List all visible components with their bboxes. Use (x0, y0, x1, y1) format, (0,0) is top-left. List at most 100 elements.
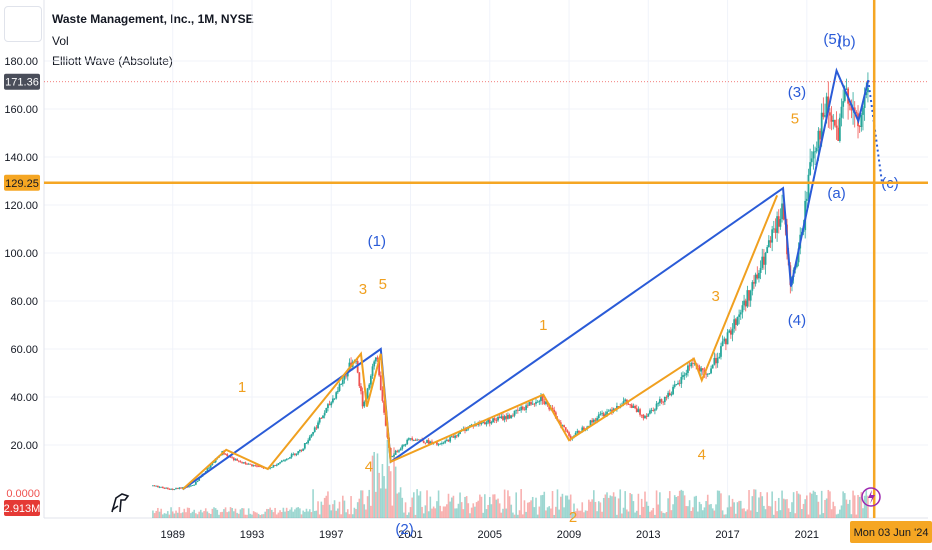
volume-bar (424, 505, 427, 518)
dino-icon[interactable] (111, 493, 130, 513)
volume-bar (441, 511, 443, 518)
candle-body (361, 391, 364, 407)
volume-bar (789, 511, 792, 518)
volume-bar (848, 499, 851, 518)
volume-bar (381, 464, 384, 518)
volume-bar (371, 455, 374, 518)
volume-bar (434, 508, 437, 518)
blue-wave-label: (3) (788, 84, 806, 101)
candle-body (715, 357, 717, 364)
candle-body (445, 439, 448, 441)
volume-bar (431, 508, 433, 518)
volume-bar (540, 495, 542, 518)
candle-body (858, 126, 861, 127)
volume-bar (247, 508, 250, 518)
volume-bar (325, 495, 328, 518)
volume-bar (493, 494, 496, 518)
candle-body (480, 423, 483, 425)
volume-bar (586, 510, 589, 518)
candle-body (553, 409, 556, 413)
candle-body (444, 440, 447, 443)
candle-body (652, 410, 655, 411)
volume-bar (700, 504, 702, 518)
volume-bar (251, 514, 253, 518)
candle-body (609, 409, 612, 411)
volume-bar (814, 491, 816, 518)
volume-bar (673, 495, 676, 518)
candle-body (323, 412, 326, 416)
volume-bar (203, 511, 205, 518)
candle-body (427, 440, 430, 444)
x-tick-label: 1989 (160, 529, 184, 541)
last-price-badge: 171.36 (5, 77, 39, 89)
volume-bar (213, 507, 215, 518)
volume-bar (297, 507, 300, 518)
volume-bar (221, 511, 224, 518)
volume-bar (687, 506, 689, 518)
volume-legend[interactable]: Vol (52, 34, 69, 48)
orange-wave-label: 1 (238, 379, 246, 396)
candle-body (561, 425, 564, 427)
candle-body (175, 488, 177, 490)
volume-bar (437, 490, 440, 518)
volume-bar (550, 508, 552, 518)
volume-bar (626, 509, 628, 518)
candle-body (564, 427, 567, 431)
candle-body (226, 454, 229, 457)
candle-body (455, 435, 458, 437)
volume-bar (837, 513, 840, 518)
volume-bar (318, 514, 321, 518)
candle-body (394, 450, 397, 455)
volume-bar (185, 512, 187, 518)
candle-body (568, 432, 570, 436)
candle-body (156, 485, 159, 488)
volume-bar (815, 495, 818, 518)
candle-body (848, 103, 851, 106)
volume-bar (313, 510, 316, 518)
candle-body (294, 453, 296, 455)
volume-bar (548, 506, 551, 518)
blue-wave-label: (5) (823, 31, 841, 48)
volume-bar (635, 510, 638, 518)
candle-body (863, 95, 866, 108)
candle-body (531, 403, 534, 405)
volume-bar (447, 493, 450, 518)
volume-bar (500, 512, 503, 518)
candle-body (756, 274, 759, 279)
candle-body (485, 422, 488, 425)
candle-body (505, 416, 508, 419)
volume-bar (867, 495, 869, 518)
candle-body (173, 489, 176, 490)
candle-body (237, 460, 240, 462)
candle-body (810, 158, 813, 163)
volume-bar (692, 507, 694, 518)
candle-body (690, 362, 693, 367)
volume-bar (697, 511, 699, 518)
lightning-icon[interactable] (861, 487, 881, 507)
candle-body (634, 405, 636, 409)
candle-body (257, 466, 260, 468)
volume-bar (680, 489, 683, 518)
volume-bar (503, 489, 506, 518)
volume-bar (427, 511, 430, 518)
candle-body (842, 101, 845, 107)
volume-bar (850, 514, 853, 518)
candle-body (660, 399, 663, 402)
volume-bar (480, 496, 483, 518)
candle-body (767, 240, 770, 248)
volume-bar (791, 502, 793, 518)
volume-bar (619, 489, 622, 518)
candle-body (320, 418, 323, 419)
volume-bar (573, 503, 575, 518)
volume-bar (284, 511, 286, 518)
volume-bar (756, 511, 759, 518)
candle-body (739, 312, 742, 315)
volume-bar (360, 490, 362, 518)
volume-bar (647, 505, 650, 518)
volume-bar (155, 510, 158, 518)
volume-bar (356, 502, 359, 518)
y-tick-label: 100.00 (4, 248, 38, 260)
candle-body (533, 403, 536, 405)
volume-bar (561, 493, 564, 518)
